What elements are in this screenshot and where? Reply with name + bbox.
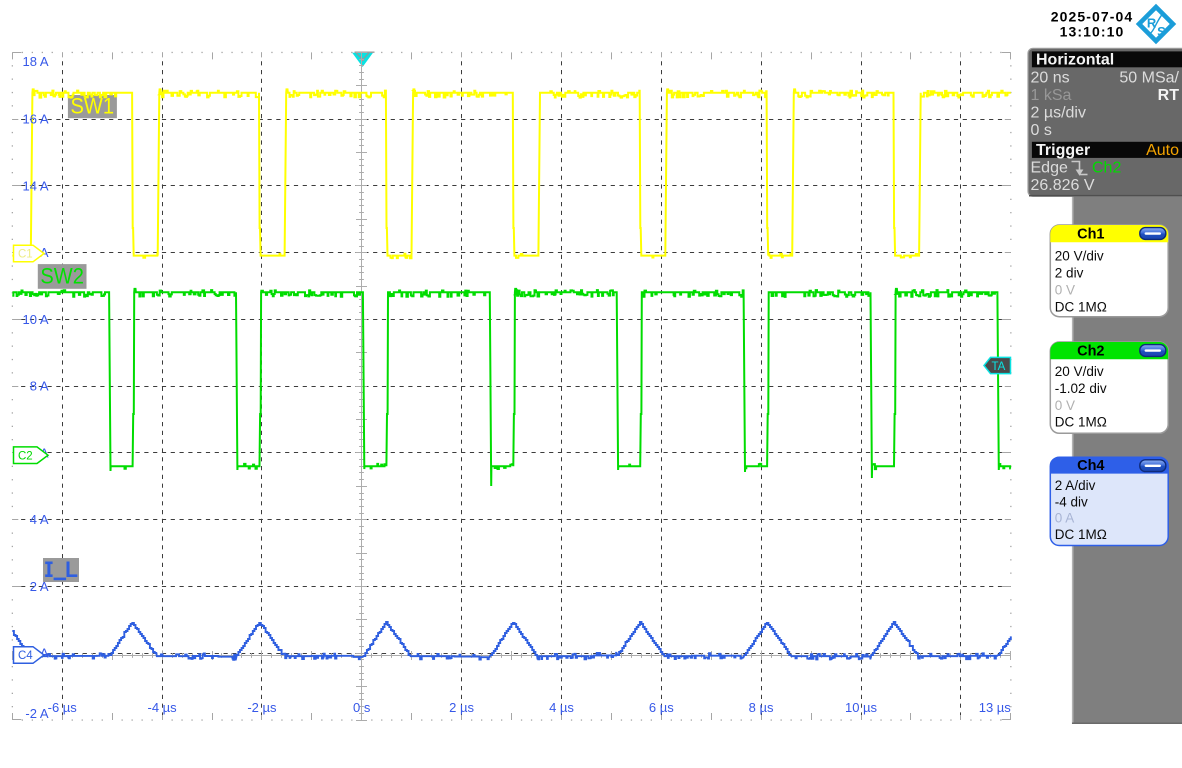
- svg-text:Ch2: Ch2: [1092, 160, 1121, 177]
- svg-text:4 A: 4 A: [30, 512, 49, 527]
- svg-text:4 µs: 4 µs: [549, 700, 574, 715]
- svg-text:R: R: [1147, 16, 1157, 31]
- svg-text:-4 µs: -4 µs: [148, 700, 178, 715]
- svg-text:1 kSa: 1 kSa: [1031, 87, 1072, 104]
- svg-text:RT: RT: [1158, 87, 1180, 104]
- svg-text:2 A: 2 A: [30, 579, 49, 594]
- svg-text:0 A: 0 A: [1055, 511, 1075, 526]
- svg-text:0 s: 0 s: [1031, 122, 1052, 139]
- svg-text:TA: TA: [992, 361, 1006, 373]
- svg-text:2 µs: 2 µs: [449, 700, 474, 715]
- svg-text:-2 µs: -2 µs: [247, 700, 277, 715]
- svg-text:C4: C4: [18, 650, 33, 662]
- svg-text:Horizontal: Horizontal: [1036, 52, 1114, 69]
- svg-text:2 µs/div: 2 µs/div: [1031, 105, 1086, 122]
- svg-text:S: S: [1157, 24, 1166, 39]
- svg-text:Ch2: Ch2: [1077, 343, 1104, 359]
- svg-text:-2 A: -2 A: [25, 706, 48, 721]
- svg-text:-6 µs: -6 µs: [48, 700, 78, 715]
- svg-text:13:10:10: 13:10:10: [1060, 24, 1125, 40]
- svg-text:8 µs: 8 µs: [749, 700, 774, 715]
- svg-text:DC 1MΩ: DC 1MΩ: [1055, 527, 1107, 542]
- svg-text:C1: C1: [18, 249, 33, 261]
- svg-text:16 A: 16 A: [22, 112, 48, 127]
- svg-text:18 A: 18 A: [22, 54, 48, 69]
- svg-text:14 A: 14 A: [22, 178, 48, 193]
- svg-text:10 A: 10 A: [22, 312, 48, 327]
- svg-text:Ch4: Ch4: [1077, 458, 1104, 474]
- svg-text:13 µs: 13 µs: [979, 700, 1012, 715]
- svg-text:0 V: 0 V: [1055, 283, 1075, 298]
- svg-text:2 div: 2 div: [1055, 266, 1084, 281]
- svg-text:-1.02 div: -1.02 div: [1055, 381, 1107, 396]
- svg-text:10 µs: 10 µs: [845, 700, 878, 715]
- svg-text:-4 div: -4 div: [1055, 494, 1088, 509]
- svg-text:50 MSa/: 50 MSa/: [1119, 70, 1179, 87]
- svg-text:Edge: Edge: [1031, 160, 1068, 177]
- svg-text:2 A/div: 2 A/div: [1055, 478, 1096, 493]
- svg-text:20 V/div: 20 V/div: [1055, 249, 1104, 264]
- svg-text:20 V/div: 20 V/div: [1055, 364, 1104, 379]
- svg-text:DC 1MΩ: DC 1MΩ: [1055, 415, 1107, 430]
- svg-text:Auto: Auto: [1146, 142, 1179, 159]
- svg-text:0 V: 0 V: [1055, 398, 1075, 413]
- svg-text:0 s: 0 s: [353, 700, 371, 715]
- svg-text:DC 1MΩ: DC 1MΩ: [1055, 300, 1107, 315]
- svg-text:8 A: 8 A: [30, 379, 49, 394]
- svg-text:SW2: SW2: [40, 264, 84, 289]
- svg-text:C2: C2: [18, 450, 33, 462]
- svg-text:26.826 V: 26.826 V: [1031, 177, 1095, 194]
- svg-text:Trigger: Trigger: [1036, 142, 1090, 159]
- svg-text:Ch1: Ch1: [1077, 226, 1104, 242]
- svg-text:2025-07-04: 2025-07-04: [1051, 9, 1134, 25]
- svg-text:20 ns: 20 ns: [1031, 70, 1070, 87]
- svg-text:6 µs: 6 µs: [649, 700, 674, 715]
